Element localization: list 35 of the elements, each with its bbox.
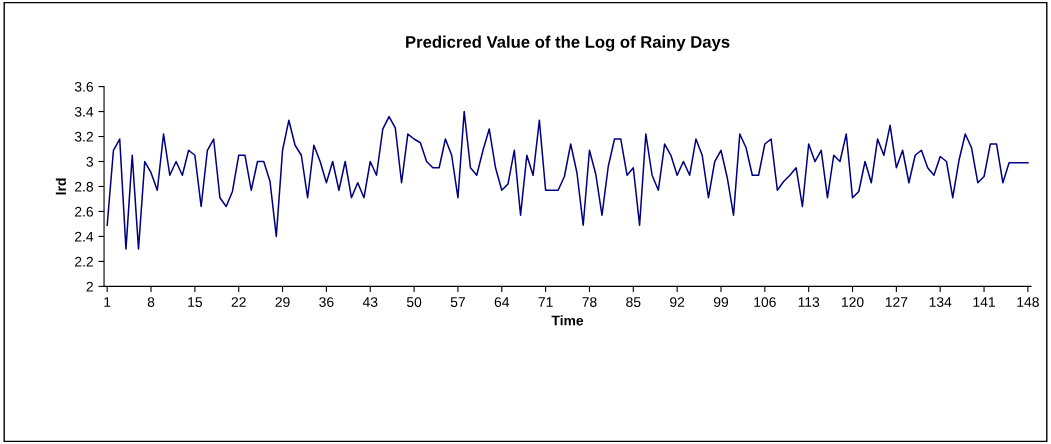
x-tick-label: 71 [538, 297, 553, 307]
x-tick-label: 36 [319, 297, 334, 307]
line-series [106, 110, 1029, 250]
y-axis-title: lrd [55, 178, 67, 195]
chart-title: Predicred Value of the Log of Rainy Days [406, 35, 730, 52]
x-tick-label: 29 [275, 297, 290, 307]
y-tick-label: 2.8 [75, 181, 94, 192]
x-tick-label: 141 [973, 297, 995, 307]
x-tick-label: 106 [754, 297, 776, 307]
x-tick-label: 120 [842, 297, 864, 307]
x-tick-label: 113 [798, 297, 820, 307]
x-axis-title: Time [551, 315, 584, 326]
x-tick-label: 1 [104, 297, 111, 307]
y-tick-label: 2.6 [75, 206, 94, 217]
x-tick-label: 85 [626, 297, 641, 307]
x-tick-label: 127 [885, 297, 908, 307]
x-tick-label: 43 [362, 297, 378, 307]
y-tick-label: 2 [86, 281, 93, 292]
x-tick-label: 57 [450, 297, 465, 307]
x-tick-label: 148 [1017, 297, 1039, 307]
x-tick-label: 15 [188, 297, 203, 307]
x-tick-label: 64 [494, 297, 510, 307]
y-tick-label: 2.2 [75, 256, 93, 267]
y-tick-label: 2.4 [75, 231, 94, 242]
y-tick-label: 3.2 [74, 131, 93, 142]
x-tick-label: 22 [231, 297, 246, 307]
x-tick-label: 8 [147, 297, 155, 307]
x-tick-label: 50 [406, 297, 422, 307]
y-tick-label: 3.6 [74, 81, 94, 92]
x-tick-label: 99 [713, 297, 729, 307]
x-tick-label: 78 [582, 297, 597, 307]
x-tick-label: 92 [670, 297, 685, 307]
y-tick-label: 3 [86, 156, 94, 167]
x-tick-label: 134 [929, 297, 952, 307]
y-tick-label: 3.4 [74, 106, 94, 117]
